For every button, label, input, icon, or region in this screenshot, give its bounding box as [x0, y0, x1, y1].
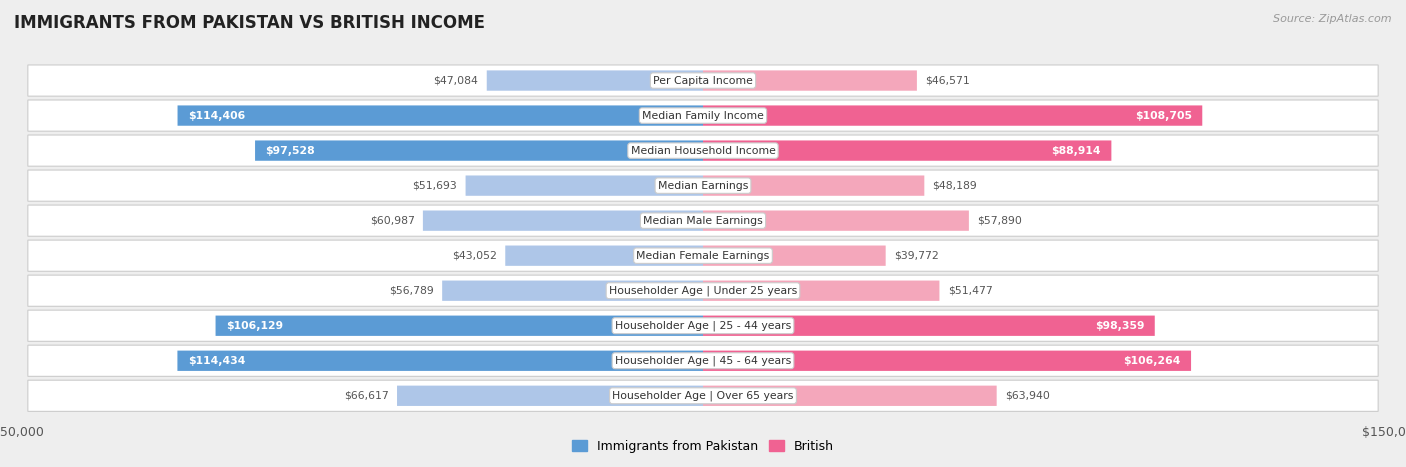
Text: Median Household Income: Median Household Income — [630, 146, 776, 156]
FancyBboxPatch shape — [703, 386, 997, 406]
FancyBboxPatch shape — [703, 211, 969, 231]
FancyBboxPatch shape — [703, 281, 939, 301]
Text: $60,987: $60,987 — [370, 216, 415, 226]
Text: Householder Age | Over 65 years: Householder Age | Over 65 years — [612, 390, 794, 401]
Text: Median Female Earnings: Median Female Earnings — [637, 251, 769, 261]
FancyBboxPatch shape — [505, 246, 703, 266]
Text: $98,359: $98,359 — [1095, 321, 1144, 331]
Text: $106,264: $106,264 — [1123, 356, 1181, 366]
FancyBboxPatch shape — [703, 246, 886, 266]
Text: $51,477: $51,477 — [948, 286, 993, 296]
Text: $48,189: $48,189 — [932, 181, 977, 191]
FancyBboxPatch shape — [703, 316, 1154, 336]
Text: $43,052: $43,052 — [453, 251, 496, 261]
Text: $66,617: $66,617 — [344, 391, 389, 401]
Text: Householder Age | Under 25 years: Householder Age | Under 25 years — [609, 285, 797, 296]
FancyBboxPatch shape — [28, 345, 1378, 376]
FancyBboxPatch shape — [703, 71, 917, 91]
FancyBboxPatch shape — [423, 211, 703, 231]
Legend: Immigrants from Pakistan, British: Immigrants from Pakistan, British — [568, 435, 838, 458]
FancyBboxPatch shape — [703, 106, 1202, 126]
FancyBboxPatch shape — [177, 351, 703, 371]
FancyBboxPatch shape — [28, 380, 1378, 411]
Text: $51,693: $51,693 — [412, 181, 457, 191]
FancyBboxPatch shape — [703, 141, 1111, 161]
Text: Householder Age | 25 - 44 years: Householder Age | 25 - 44 years — [614, 320, 792, 331]
Text: $56,789: $56,789 — [389, 286, 434, 296]
FancyBboxPatch shape — [465, 176, 703, 196]
Text: Median Family Income: Median Family Income — [643, 111, 763, 120]
FancyBboxPatch shape — [28, 310, 1378, 341]
FancyBboxPatch shape — [441, 281, 703, 301]
Text: $88,914: $88,914 — [1052, 146, 1101, 156]
FancyBboxPatch shape — [396, 386, 703, 406]
Text: Householder Age | 45 - 64 years: Householder Age | 45 - 64 years — [614, 355, 792, 366]
Text: Per Capita Income: Per Capita Income — [652, 76, 754, 85]
FancyBboxPatch shape — [28, 240, 1378, 271]
Text: $47,084: $47,084 — [433, 76, 478, 85]
FancyBboxPatch shape — [703, 176, 924, 196]
FancyBboxPatch shape — [28, 65, 1378, 96]
FancyBboxPatch shape — [486, 71, 703, 91]
Text: $57,890: $57,890 — [977, 216, 1022, 226]
FancyBboxPatch shape — [254, 141, 703, 161]
Text: Source: ZipAtlas.com: Source: ZipAtlas.com — [1274, 14, 1392, 24]
Text: $97,528: $97,528 — [266, 146, 315, 156]
Text: $63,940: $63,940 — [1005, 391, 1050, 401]
FancyBboxPatch shape — [177, 106, 703, 126]
Text: Median Earnings: Median Earnings — [658, 181, 748, 191]
Text: $114,406: $114,406 — [188, 111, 245, 120]
Text: $39,772: $39,772 — [894, 251, 939, 261]
FancyBboxPatch shape — [703, 351, 1191, 371]
FancyBboxPatch shape — [28, 135, 1378, 166]
Text: $46,571: $46,571 — [925, 76, 970, 85]
FancyBboxPatch shape — [28, 275, 1378, 306]
Text: $106,129: $106,129 — [226, 321, 283, 331]
Text: $108,705: $108,705 — [1135, 111, 1192, 120]
FancyBboxPatch shape — [215, 316, 703, 336]
Text: IMMIGRANTS FROM PAKISTAN VS BRITISH INCOME: IMMIGRANTS FROM PAKISTAN VS BRITISH INCO… — [14, 14, 485, 32]
FancyBboxPatch shape — [28, 100, 1378, 131]
Text: $114,434: $114,434 — [188, 356, 245, 366]
Text: Median Male Earnings: Median Male Earnings — [643, 216, 763, 226]
FancyBboxPatch shape — [28, 205, 1378, 236]
FancyBboxPatch shape — [28, 170, 1378, 201]
